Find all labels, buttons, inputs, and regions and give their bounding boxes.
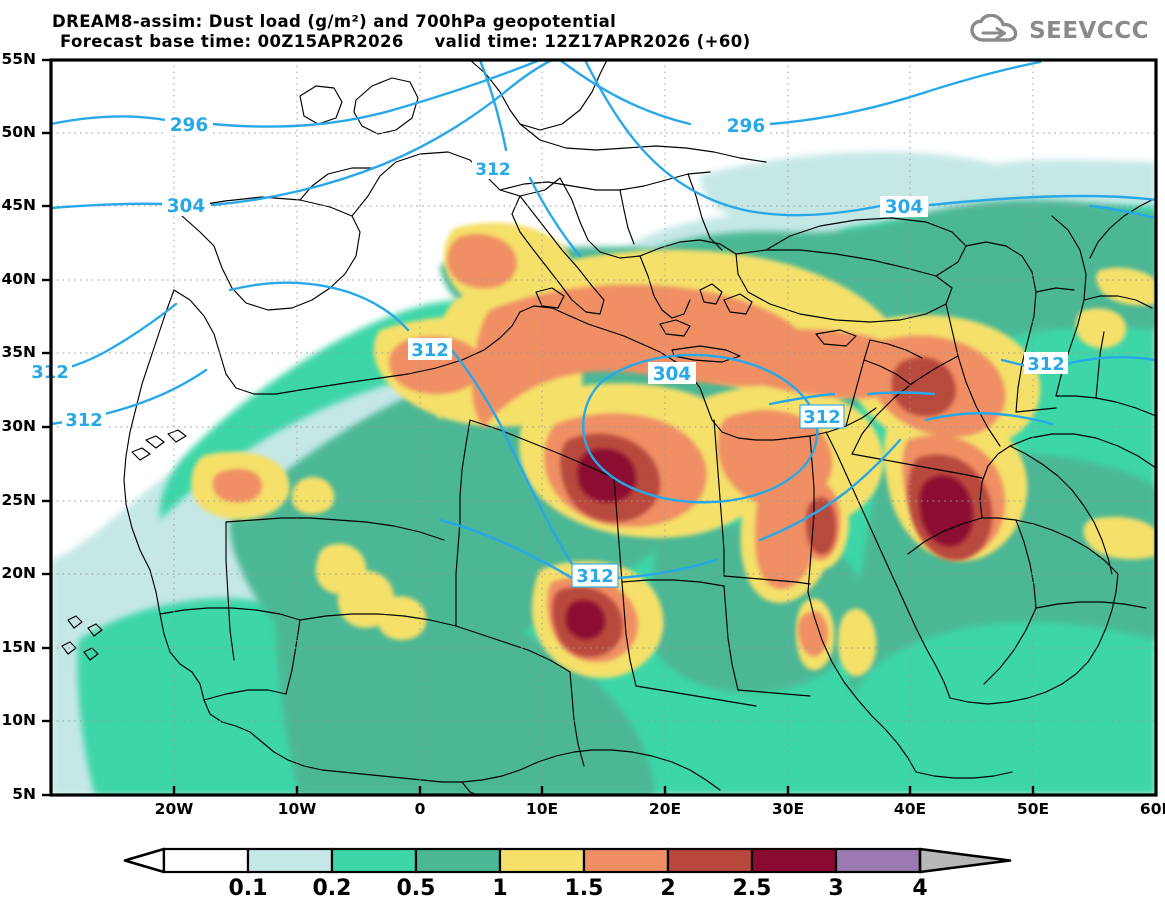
axis-ticks bbox=[42, 58, 1035, 797]
y-tick-15N: 15N bbox=[1, 638, 36, 656]
svg-text:312: 312 bbox=[475, 160, 511, 180]
svg-text:312: 312 bbox=[411, 340, 449, 361]
colorbar-swatch-0 bbox=[162, 847, 250, 874]
cloud-wind-icon bbox=[970, 14, 1018, 42]
colorbar-swatch-6 bbox=[666, 847, 754, 874]
x-tick-40E: 40E bbox=[893, 800, 927, 818]
colorbar-label-2.5: 2.5 bbox=[732, 876, 772, 901]
x-tick-10W: 10W bbox=[277, 800, 317, 818]
x-tick-20E: 20E bbox=[648, 800, 682, 818]
colorbar-swatch-7 bbox=[750, 847, 838, 874]
svg-text:312: 312 bbox=[65, 410, 103, 431]
colorbar-label-3: 3 bbox=[828, 876, 844, 901]
dust-level-3 bbox=[565, 448, 973, 639]
contour-label-304-east: 304 bbox=[880, 196, 928, 218]
y-tick-5N: 5N bbox=[12, 785, 36, 803]
colorbar-label-2: 2 bbox=[660, 876, 676, 901]
contour-label-304-libya: 304 bbox=[648, 362, 696, 385]
svg-text:296: 296 bbox=[170, 115, 209, 136]
y-tick-35N: 35N bbox=[1, 343, 36, 361]
page-title: DREAM8-assim: Dust load (g/m²) and 700hP… bbox=[52, 12, 617, 31]
contour-label-312-algeria: 312 bbox=[408, 338, 452, 361]
contour-label-312-iran: 312 bbox=[1024, 352, 1068, 375]
logo-text: SEEVCCC bbox=[1029, 18, 1149, 44]
x-tick-50E: 50E bbox=[1016, 800, 1050, 818]
svg-text:304: 304 bbox=[167, 196, 206, 217]
colorbar-swatch-2 bbox=[330, 847, 418, 874]
x-tick-60E: 60E bbox=[1139, 800, 1165, 818]
colorbar-label-1.5: 1.5 bbox=[564, 876, 604, 901]
colorbar-swatch-4 bbox=[498, 847, 586, 874]
geopotential-contours bbox=[51, 60, 1156, 584]
x-tick-0: 0 bbox=[414, 800, 426, 818]
svg-text:312: 312 bbox=[1027, 354, 1065, 375]
colorbar-swatch-3 bbox=[414, 847, 502, 874]
y-tick-40N: 40N bbox=[1, 270, 36, 288]
dust-field-layer bbox=[51, 151, 1156, 795]
colorbar-swatch-1 bbox=[246, 847, 334, 874]
svg-text:304: 304 bbox=[653, 364, 692, 385]
colorbar-label-1: 1 bbox=[492, 876, 508, 901]
y-tick-30N: 30N bbox=[1, 417, 36, 435]
contour-label-312-sahel: 312 bbox=[571, 563, 619, 588]
colorbar-under-arrow bbox=[123, 847, 166, 874]
colorbar-swatch-5 bbox=[582, 847, 670, 874]
colorbar-over-arrow bbox=[918, 847, 1012, 874]
colorbar-label-0.5: 0.5 bbox=[396, 876, 436, 901]
svg-text:312: 312 bbox=[803, 407, 841, 428]
y-tick-45N: 45N bbox=[1, 196, 36, 214]
svg-text:312: 312 bbox=[576, 566, 614, 587]
contour-label-312-edge-30n: 312 bbox=[62, 408, 106, 431]
seevccc-logo: SEEVCCC bbox=[970, 14, 1149, 48]
y-tick-55N: 55N bbox=[1, 50, 36, 68]
contour-label-312-levant: 312 bbox=[799, 404, 845, 429]
chart-title-block: DREAM8-assim: Dust load (g/m²) and 700hP… bbox=[52, 12, 751, 52]
colorbar-label-0.1: 0.1 bbox=[228, 876, 268, 901]
x-tick-10E: 10E bbox=[525, 800, 559, 818]
y-tick-50N: 50N bbox=[1, 123, 36, 141]
svg-text:304: 304 bbox=[885, 197, 924, 218]
coastlines-and-borders-layer bbox=[61, 60, 1156, 795]
y-tick-25N: 25N bbox=[1, 491, 36, 509]
colorbar bbox=[123, 847, 1012, 874]
gridlines bbox=[51, 60, 1157, 795]
colorbar-swatch-8 bbox=[834, 847, 922, 874]
contour-label-296-west: 296 bbox=[165, 114, 213, 136]
x-tick-20W: 20W bbox=[154, 800, 194, 818]
y-tick-10N: 10N bbox=[1, 711, 36, 729]
contour-label-304-west: 304 bbox=[162, 195, 210, 217]
svg-text:296: 296 bbox=[727, 116, 766, 137]
contour-label-296-east: 296 bbox=[722, 115, 770, 137]
x-tick-30E: 30E bbox=[771, 800, 805, 818]
y-tick-20N: 20N bbox=[1, 564, 36, 582]
forecast-time-subtitle: Forecast base time: 00Z15APR2026 valid t… bbox=[60, 32, 751, 51]
colorbar-label-4: 4 bbox=[912, 876, 928, 901]
colorbar-label-0.2: 0.2 bbox=[312, 876, 352, 901]
contour-label-312-france: 312 bbox=[472, 158, 514, 180]
